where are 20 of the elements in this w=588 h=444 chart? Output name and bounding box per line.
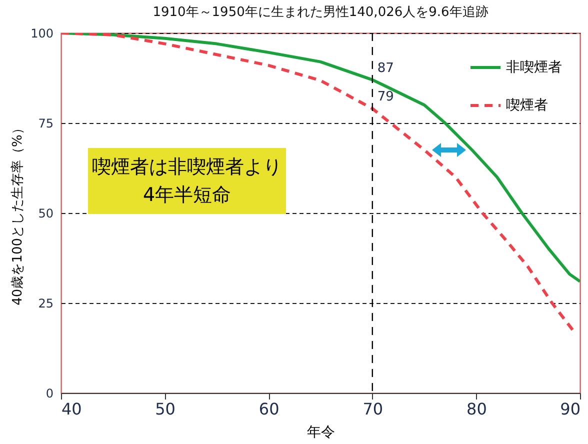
- annotation: 喫煙者は非喫煙者より 4年半短命: [88, 148, 286, 214]
- x-tick-label: 60: [258, 400, 280, 418]
- x-axis-title: 年令: [307, 424, 335, 440]
- y-tick-label: 50: [38, 206, 54, 220]
- legend-label: 非喫煙者: [506, 60, 562, 76]
- y-tick-label: 75: [38, 116, 54, 130]
- y-axis-title: 40歳を100とした生存率（%）: [10, 122, 26, 306]
- annotation: 79: [377, 90, 394, 105]
- annotation: 87: [377, 60, 394, 76]
- y-tick-label: 25: [38, 296, 54, 310]
- x-tick-label: 80: [466, 400, 487, 418]
- line-series: [61, 33, 574, 332]
- x-tick-label: 40: [62, 400, 82, 418]
- y-tick-label: 100: [30, 26, 54, 40]
- legend-label: 喫煙者: [506, 98, 548, 114]
- chart-title: 1910年～1950年に生まれた男性140,026人を9.6年追跡: [152, 5, 488, 20]
- y-tick-label: 0: [46, 386, 54, 400]
- x-tick-label: 70: [362, 400, 384, 418]
- x-tick-label: 50: [155, 400, 176, 418]
- x-tick-label: 90: [560, 400, 580, 418]
